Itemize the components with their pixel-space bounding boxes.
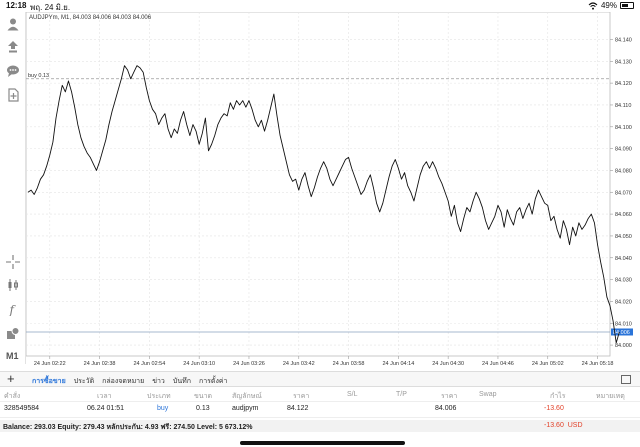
col-comment: หมายเหตุ: [596, 393, 625, 400]
x-tick-label: 24 Jun 04:30: [432, 361, 464, 367]
status-bar: 12:18 พฤ. 24 มิ.ย. 49%: [0, 0, 640, 12]
total-profit-value: -13.60: [544, 422, 564, 429]
order-current-price: 84.006: [435, 405, 457, 412]
x-tick-label: 24 Jun 05:02: [532, 361, 564, 367]
indicators-icon[interactable]: f: [5, 301, 21, 317]
status-right: 49%: [588, 1, 634, 10]
col-size: ขนาด: [194, 393, 213, 400]
crosshair-icon[interactable]: [5, 254, 21, 270]
chart-svg: 84.140 84.130 84.120 84.110 84.100 84.090 84.0…: [26, 12, 633, 367]
tab-trade[interactable]: การซื้อขาย: [32, 378, 66, 385]
orders-table-header: คำสั่ง เวลา ประเภท ขนาด สัญลักษณ์ ราคา S…: [0, 388, 640, 402]
table-row[interactable]: 328549584 06.24 01:51 buy 0.13 audjpym 8…: [0, 402, 640, 418]
y-tick-label: 84.100: [615, 125, 632, 131]
x-tick-label: 24 Jun 04:46: [482, 361, 514, 367]
chat-icon[interactable]: [5, 63, 21, 79]
x-tick-label: 24 Jun 03:26: [233, 361, 265, 367]
order-price: 84.122: [287, 405, 309, 412]
balance-text: Balance: 293.03 Equity: 279.43 หลักประกั…: [3, 424, 253, 431]
balance-bar: Balance: 293.03 Equity: 279.43 หลักประกั…: [0, 420, 640, 432]
total-profit: -13.60 USD: [544, 422, 583, 429]
y-tick-label: 84.030: [615, 278, 632, 284]
collapse-panel-icon[interactable]: [621, 375, 631, 384]
y-tick-label: 84.110: [615, 103, 631, 109]
tab-settings[interactable]: การตั้งค่า: [198, 378, 228, 385]
price-chart[interactable]: 84.140 84.130 84.120 84.110 84.100 84.090 84.0…: [26, 12, 640, 372]
account-icon[interactable]: [5, 16, 21, 32]
new-order-icon[interactable]: [5, 87, 21, 103]
terminal-tabs: การซื้อขาย ประวัติ กล่องจดหมาย ข่าว บันท…: [32, 376, 227, 387]
order-profit: -13.60: [544, 405, 564, 412]
x-tick-label: 24 Jun 02:54: [133, 361, 165, 367]
order-id: 328549584: [4, 405, 40, 412]
y-tick-label: 84.090: [615, 147, 632, 153]
y-tick-label: 84.060: [615, 212, 632, 218]
plot-frame: [26, 12, 611, 357]
bottom-toolbar: + การซื้อขาย ประวัติ กล่องจดหมาย ข่าว บั…: [0, 371, 640, 387]
x-tick-label: 24 Jun 03:58: [333, 361, 365, 367]
status-date: พฤ. 24 มิ.ย.: [30, 3, 71, 12]
x-tick-label: 24 Jun 02:22: [34, 361, 66, 367]
y-tick-label: 84.020: [615, 299, 632, 305]
battery-icon: [620, 2, 634, 9]
tab-news[interactable]: ข่าว: [152, 378, 165, 385]
wifi-icon: [588, 1, 598, 10]
currency-label: USD: [567, 422, 583, 429]
x-tick-label: 24 Jun 04:14: [382, 361, 414, 367]
y-tick-label: 84.140: [615, 37, 632, 43]
col-current-price: ราคา: [441, 393, 458, 400]
y-tick-label: 84.000: [615, 343, 632, 349]
col-profit: กำไร: [550, 393, 566, 400]
trade-icon[interactable]: [5, 39, 21, 55]
y-tick-label: 84.120: [615, 81, 632, 87]
home-indicator: [240, 441, 405, 445]
x-tick-label: 24 Jun 02:38: [84, 361, 116, 367]
col-sl: S/L: [347, 391, 358, 398]
order-symbol: audjpym: [232, 405, 259, 412]
col-price: ราคา: [293, 393, 310, 400]
y-tick-label: 84.130: [615, 59, 632, 65]
y-tick-label: 84.010: [615, 321, 632, 327]
col-time: เวลา: [97, 393, 112, 400]
battery-percent: 49%: [600, 1, 617, 10]
svg-text:f: f: [9, 303, 17, 316]
order-time: 06.24 01:51: [87, 405, 124, 412]
col-tp: T/P: [396, 391, 407, 398]
candlestick-icon[interactable]: [5, 277, 21, 293]
add-icon[interactable]: +: [7, 371, 15, 386]
y-tick-label: 84.050: [615, 234, 632, 240]
col-type: ประเภท: [147, 393, 171, 400]
col-order: คำสั่ง: [4, 393, 21, 400]
y-tick-label: 84.070: [615, 190, 632, 196]
x-tick-label: 24 Jun 05:18: [582, 361, 614, 367]
buy-level-label: buy 0.13: [28, 73, 49, 79]
timeframe-button[interactable]: M1: [6, 351, 19, 361]
objects-icon[interactable]: [5, 325, 21, 341]
current-price-label: 84.006: [613, 330, 630, 336]
order-type: buy: [157, 405, 169, 412]
tab-history[interactable]: ประวัติ: [73, 378, 95, 385]
x-tick-label: 24 Jun 03:42: [283, 361, 315, 367]
col-symbol: สัญลักษณ์: [232, 393, 262, 400]
chart-header: AUDJPYm, M1, 84.003 84.006 84.003 84.006: [29, 15, 152, 21]
tab-journal[interactable]: บันทึก: [172, 378, 191, 385]
status-time: 12:18: [6, 1, 27, 10]
tab-mailbox[interactable]: กล่องจดหมาย: [102, 378, 145, 385]
y-tick-label: 84.040: [615, 256, 632, 262]
order-size: 0.13: [196, 405, 210, 412]
price-series-line: [27, 65, 620, 344]
current-price-tag: [611, 328, 633, 336]
x-tick-label: 24 Jun 03:10: [183, 361, 215, 367]
y-tick-label: 84.080: [615, 168, 632, 174]
col-swap: Swap: [479, 391, 497, 398]
chart-sidebar: f M1: [0, 12, 26, 364]
